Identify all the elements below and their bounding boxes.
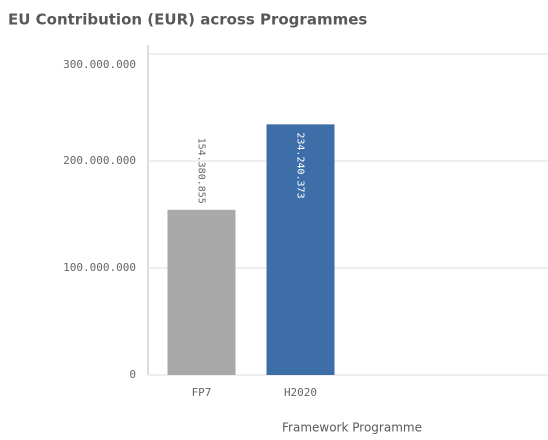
value-label: 234.240.373 [295, 132, 306, 198]
y-tick-label: 0 [129, 368, 136, 381]
bar [266, 124, 335, 376]
x-axis-label: Framework Programme [282, 421, 422, 435]
x-tick-label: H2020 [284, 386, 317, 399]
bar [167, 209, 236, 375]
y-tick-label: 200.000.000 [63, 154, 136, 167]
y-tick-label: 300.000.000 [63, 58, 136, 71]
chart-title: EU Contribution (EUR) across Programmes [8, 11, 367, 29]
x-tick-label: FP7 [192, 386, 212, 399]
y-tick-label: 100.000.000 [63, 261, 136, 274]
value-label: 154.380.855 [196, 138, 207, 204]
